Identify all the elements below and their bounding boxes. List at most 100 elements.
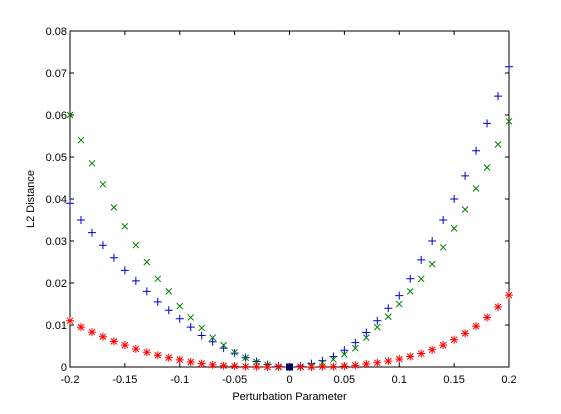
y-tick-label: 0.04 — [46, 194, 67, 206]
point — [461, 329, 470, 338]
point — [142, 348, 151, 357]
point — [120, 266, 129, 275]
point — [176, 302, 184, 310]
x-tick-label: -0.1 — [170, 374, 189, 386]
point — [351, 338, 360, 347]
point — [340, 362, 349, 371]
point — [406, 288, 414, 295]
point — [110, 204, 118, 211]
y-tick-label: 0.06 — [46, 110, 67, 122]
point — [153, 351, 162, 360]
point — [395, 355, 404, 364]
point — [242, 354, 249, 362]
point — [439, 216, 448, 224]
point — [99, 180, 107, 188]
point — [395, 291, 404, 300]
point — [505, 291, 513, 300]
point — [220, 341, 228, 349]
point — [428, 345, 437, 354]
point — [439, 341, 448, 350]
point — [384, 357, 393, 366]
point — [88, 159, 96, 167]
point — [450, 195, 459, 203]
point — [384, 313, 392, 320]
point — [428, 260, 436, 268]
point — [142, 287, 151, 296]
point — [406, 274, 415, 283]
x-tick-label: 0.2 — [501, 374, 516, 386]
point — [208, 337, 217, 346]
point — [186, 357, 195, 366]
point — [296, 363, 305, 371]
point — [417, 349, 426, 358]
x-tick-label: 0.15 — [443, 374, 464, 386]
point — [351, 344, 359, 352]
point — [187, 314, 195, 321]
point — [76, 216, 85, 224]
point — [494, 302, 503, 311]
x-tick-label: -0.15 — [112, 374, 137, 386]
point — [483, 119, 492, 128]
point — [483, 164, 491, 171]
point — [197, 359, 206, 368]
point — [198, 324, 206, 332]
y-tick-label: 0.08 — [46, 26, 67, 38]
point — [428, 237, 437, 245]
point — [208, 360, 217, 369]
point — [131, 276, 140, 285]
point — [98, 241, 107, 250]
point — [165, 288, 173, 295]
point — [395, 300, 403, 308]
point — [362, 334, 370, 341]
point — [154, 275, 162, 283]
point — [197, 331, 206, 340]
x-tick-label: 0 — [286, 374, 292, 386]
y-axis-label: L2 Distance — [25, 170, 37, 228]
point — [98, 332, 107, 341]
point — [66, 199, 74, 208]
point — [483, 313, 492, 322]
point — [175, 314, 184, 323]
point — [450, 225, 458, 232]
point — [121, 222, 129, 230]
point — [241, 362, 250, 371]
x-axis-label: Perturbation Parameter — [232, 391, 347, 403]
point — [87, 328, 96, 337]
point — [461, 206, 469, 213]
point — [351, 361, 360, 370]
point — [417, 255, 426, 264]
point — [330, 356, 337, 363]
x-tick-label: 0.1 — [392, 374, 407, 386]
point — [362, 328, 371, 337]
point — [362, 360, 371, 369]
x-tick-label: 0.05 — [334, 374, 355, 386]
point — [286, 363, 293, 371]
point — [131, 344, 140, 353]
point — [77, 136, 85, 144]
point — [209, 334, 217, 341]
point — [263, 363, 272, 371]
point — [87, 228, 96, 237]
point — [66, 316, 74, 325]
point — [153, 297, 162, 306]
point — [143, 258, 151, 266]
point — [384, 304, 393, 313]
point — [406, 352, 415, 361]
point — [329, 362, 338, 371]
y-tick-label: 0.05 — [46, 152, 67, 164]
point — [230, 349, 239, 358]
x-tick-label: -0.05 — [222, 374, 247, 386]
point — [164, 306, 173, 315]
point — [120, 341, 129, 350]
y-tick-label: 0.01 — [46, 320, 67, 332]
plot-area — [69, 30, 510, 368]
point — [341, 351, 348, 358]
point — [318, 362, 327, 371]
point — [505, 62, 513, 71]
point — [274, 363, 283, 371]
point — [505, 117, 513, 125]
point — [175, 355, 184, 364]
point — [373, 316, 382, 325]
point — [494, 92, 503, 101]
